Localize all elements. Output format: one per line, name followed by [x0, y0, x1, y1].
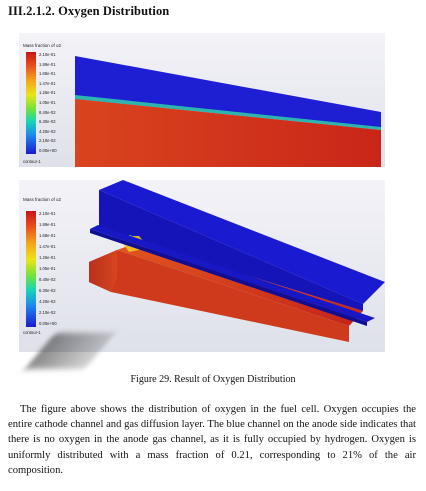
legend-tick: 1.26e-01	[39, 90, 56, 96]
cathode-front-face	[89, 250, 349, 342]
membrane-plate	[90, 225, 375, 322]
membrane-plate-edge	[90, 229, 367, 326]
section-heading: III.2.1.2. Oxygen Distribution	[8, 4, 170, 18]
legend-tick: 6.30e-02	[39, 288, 56, 293]
membrane-interface	[75, 95, 381, 130]
legend-tick: 1.68e-01	[39, 233, 56, 238]
cathode-top-face	[117, 242, 363, 326]
legend-tick: 8.40e-02	[39, 277, 56, 282]
legend-tick: 0.00e+00	[39, 321, 57, 326]
anode-channel-blue	[75, 56, 381, 129]
anode-channel-front-face	[99, 190, 363, 311]
legend-tick: 0.00e+00	[39, 148, 57, 153]
legend-colorbar	[26, 52, 36, 154]
cathode-region-red	[75, 99, 381, 167]
legend-tick: 4.20e-02	[39, 128, 56, 134]
legend-tick: 2.10e-02	[39, 138, 56, 144]
legend-tick: 1.05e-01	[39, 100, 56, 105]
legend-tick: 6.30e-02	[39, 119, 56, 125]
legend-tick: 1.26e-01	[39, 255, 56, 260]
legend-title: Mass fraction of o2	[23, 197, 62, 202]
body-paragraph: The figure above shows the distribution …	[8, 404, 416, 476]
legend-tick: 1.89e-01	[39, 61, 56, 67]
figure-bottom-panel: Mass fraction of o2 2.10e-01 1.89e-01 1.…	[19, 180, 385, 352]
legend-tick: 1.68e-01	[39, 71, 56, 77]
legend-tick: 1.47e-01	[39, 244, 56, 249]
legend-tick: 2.10e-01	[39, 211, 56, 216]
legend-tick: 1.05e-01	[39, 266, 56, 271]
cathode-side-face	[89, 250, 117, 292]
legend-footer: contour-1	[23, 330, 41, 335]
figure-caption: Figure 29. Result of Oxygen Distribution	[130, 374, 296, 385]
legend-colorbar	[26, 211, 36, 327]
legend-tick: 8.40e-02	[39, 109, 56, 115]
figure-top-contour	[75, 56, 381, 167]
legend-footer: contour-1	[23, 159, 41, 164]
legend-tick: 1.89e-01	[39, 222, 56, 227]
legend-tick: 4.20e-02	[39, 299, 56, 304]
anode-channel-top-face	[99, 180, 385, 304]
figure-bottom-contour	[89, 180, 385, 342]
legend-title: Mass fraction of o2	[23, 43, 62, 48]
legend-tick: 2.10e-02	[39, 310, 56, 315]
legend-tick: 2.10e-01	[39, 52, 56, 57]
figure-top-panel: Mass fraction of o2 2.10e-01 1.89e-01 1.…	[19, 33, 385, 167]
legend-tick: 1.47e-01	[39, 80, 56, 86]
